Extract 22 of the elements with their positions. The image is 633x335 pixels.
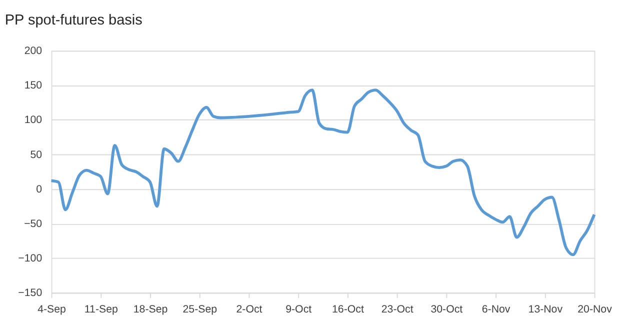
x-tick-label: 2-Oct [236,304,262,316]
x-tick-label: 25-Sep [182,304,218,316]
x-tick-label: 6-Nov [482,304,511,316]
line-series [50,88,596,256]
y-tick-label: 200 [24,45,42,58]
y-tick-label: −100 [18,252,42,264]
x-tick-label: 23-Oct [381,304,414,316]
y-tick-label: 150 [24,80,42,92]
x-tick-label: 18-Sep [133,304,168,316]
y-tick-label: −150 [18,287,42,300]
y-tick-label: 0 [36,183,42,196]
y-tick-label: 50 [30,148,42,161]
x-tick-label: 16-Oct [332,304,364,316]
chart-title: PP spot-futures basis [4,12,142,29]
y-tick-label: −50 [24,218,42,230]
x-tick-label: 13-Nov [528,304,564,316]
x-tick-label: 9-Oct [286,304,312,316]
y-tick-label: 100 [24,114,42,126]
x-tick-label: 11-Sep [84,304,118,316]
x-tick-label: 20-Nov [578,304,613,316]
x-tick-label: 4-Sep [38,304,66,316]
x-tick-label: 30-Oct [430,304,463,316]
